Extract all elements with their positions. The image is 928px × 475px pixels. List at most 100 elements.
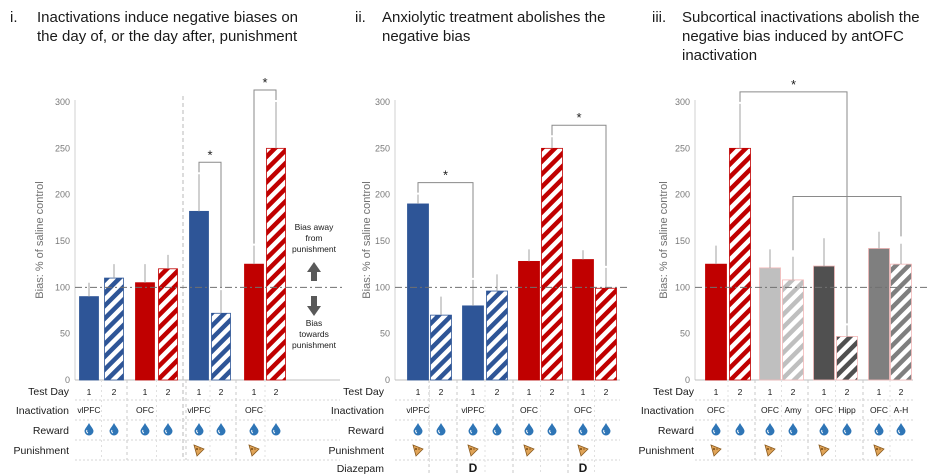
- bar: [79, 296, 99, 381]
- table-row-label: Test Day: [653, 386, 695, 398]
- test-day-cell: 1: [252, 387, 257, 397]
- inactivation-cell: vlPFC: [77, 405, 100, 415]
- y-tick-label: 300: [675, 97, 690, 107]
- arrow-down-icon: [307, 296, 321, 316]
- test-day-cell: 1: [822, 387, 827, 397]
- cheese-wedge-icon: [523, 444, 535, 457]
- table-row-label: Inactivation: [331, 405, 384, 417]
- bar: [430, 314, 452, 381]
- inactivation-cell: Amy: [785, 405, 803, 415]
- water-drop-icon: [140, 423, 150, 436]
- test-day-cell: 2: [738, 387, 743, 397]
- y-axis-label: Bias: % of saline control: [361, 181, 373, 298]
- bar: [572, 259, 594, 381]
- table-row-label: Punishment: [14, 445, 70, 457]
- annotation-towards: punishment: [292, 340, 337, 350]
- inactivation-cell: vlPFC: [406, 405, 429, 415]
- inactivation-cell: vlPFC: [461, 405, 484, 415]
- water-drop-icon: [194, 423, 204, 436]
- cheese-wedge-icon: [412, 444, 424, 457]
- inactivation-cell: OFC: [136, 405, 154, 415]
- water-drop-icon: [547, 423, 557, 436]
- significance-star: *: [791, 77, 796, 92]
- test-day-cell: 1: [768, 387, 773, 397]
- bar: [541, 147, 563, 381]
- bar: [244, 263, 264, 381]
- inactivation-cell: OFC: [707, 405, 725, 415]
- significance-star: *: [576, 110, 581, 125]
- bar: [759, 267, 781, 381]
- cheese-wedge-icon: [710, 444, 722, 457]
- panel-title: inactivation: [682, 47, 757, 64]
- y-axis-label: Bias: % of saline control: [658, 181, 670, 298]
- panel-title-numeral: ii.: [355, 9, 366, 26]
- table-row-label: Inactivation: [641, 405, 694, 417]
- test-day-cell: 1: [471, 387, 476, 397]
- annotation-away: Bias away: [295, 222, 334, 232]
- water-drop-icon: [492, 423, 502, 436]
- y-tick-label: 150: [55, 236, 70, 246]
- panel-title: Anxiolytic treatment abolishes the: [382, 9, 605, 26]
- water-drop-icon: [109, 423, 119, 436]
- cheese-wedge-icon: [764, 444, 776, 457]
- cheese-wedge-icon: [577, 444, 589, 457]
- annotation-towards: towards: [299, 329, 329, 339]
- test-day-cell: 1: [87, 387, 92, 397]
- bar: [158, 268, 178, 381]
- panel-title: Inactivations induce negative biases on: [37, 9, 298, 26]
- bar: [407, 203, 429, 381]
- test-day-cell: 2: [791, 387, 796, 397]
- water-drop-icon: [436, 423, 446, 436]
- y-tick-label: 50: [60, 329, 70, 339]
- test-day-cell: 2: [112, 387, 117, 397]
- bar: [486, 290, 508, 381]
- inactivation-cell: OFC: [574, 405, 592, 415]
- significance-bracket: [551, 124, 607, 266]
- test-day-cell: 1: [581, 387, 586, 397]
- test-day-cell: 1: [143, 387, 148, 397]
- water-drop-icon: [524, 423, 534, 436]
- table-row-label: Punishment: [639, 445, 695, 457]
- y-tick-label: 100: [675, 282, 690, 292]
- chart-panel-3: [694, 100, 913, 461]
- inactivation-cell: OFC: [520, 405, 538, 415]
- y-tick-label: 250: [675, 143, 690, 153]
- test-day-cell: 1: [877, 387, 882, 397]
- y-tick-label: 150: [375, 236, 390, 246]
- bar: [189, 210, 209, 381]
- table-row-label: Inactivation: [16, 405, 69, 417]
- bar: [836, 336, 858, 381]
- y-tick-label: 250: [55, 143, 70, 153]
- water-drop-icon: [249, 423, 259, 436]
- significance-bracket: [253, 89, 277, 244]
- bar: [813, 265, 835, 381]
- inactivation-cell: OFC: [245, 405, 263, 415]
- table-row-label: Reward: [658, 425, 694, 437]
- cheese-wedge-icon: [818, 444, 830, 457]
- test-day-cell: 2: [219, 387, 224, 397]
- group-bracket: [792, 196, 902, 251]
- y-tick-label: 0: [385, 375, 390, 385]
- table-row-label: Reward: [348, 425, 384, 437]
- test-day-cell: 1: [197, 387, 202, 397]
- significance-star: *: [443, 168, 448, 183]
- y-tick-label: 150: [675, 236, 690, 246]
- y-tick-label: 200: [55, 190, 70, 200]
- significance-bracket: [198, 161, 222, 289]
- annotation-towards: Bias: [306, 318, 323, 328]
- arrow-up-icon: [307, 262, 321, 281]
- table-row-label: Punishment: [329, 445, 385, 457]
- test-day-cell: 2: [845, 387, 850, 397]
- test-day-cell: 2: [495, 387, 500, 397]
- annotation-away: punishment: [292, 244, 337, 254]
- test-day-cell: 1: [714, 387, 719, 397]
- diazepam-cell: D: [469, 461, 478, 475]
- water-drop-icon: [711, 423, 721, 436]
- y-tick-label: 300: [375, 97, 390, 107]
- table-row-label: Diazepam: [337, 463, 385, 475]
- panel-title: Subcortical inactivations abolish the: [682, 9, 920, 26]
- table-row-label: Test Day: [343, 386, 385, 398]
- test-day-cell: 1: [527, 387, 532, 397]
- bar: [104, 277, 124, 381]
